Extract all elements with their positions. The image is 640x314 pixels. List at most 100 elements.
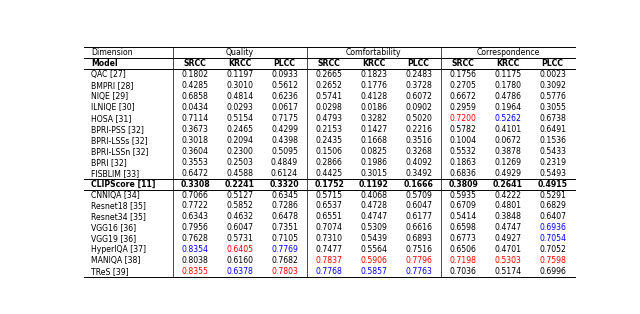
Text: 0.5127: 0.5127 xyxy=(227,191,253,199)
Text: 0.5095: 0.5095 xyxy=(271,147,298,156)
Text: 0.5020: 0.5020 xyxy=(405,114,432,123)
Text: Model: Model xyxy=(91,59,118,68)
Text: 0.5414: 0.5414 xyxy=(450,212,477,221)
Text: 0.6072: 0.6072 xyxy=(405,92,432,101)
Text: 0.7477: 0.7477 xyxy=(316,245,342,254)
Text: 0.7796: 0.7796 xyxy=(405,256,432,265)
Text: 0.4285: 0.4285 xyxy=(182,81,209,90)
Text: 0.1752: 0.1752 xyxy=(314,180,344,189)
Text: 0.2216: 0.2216 xyxy=(405,125,432,134)
Text: 0.3516: 0.3516 xyxy=(405,136,432,145)
Text: VGG19 [36]: VGG19 [36] xyxy=(91,234,136,243)
Text: 0.5852: 0.5852 xyxy=(227,202,253,210)
Text: 0.1986: 0.1986 xyxy=(360,158,387,167)
Text: 0.6047: 0.6047 xyxy=(405,202,432,210)
Text: 0.6236: 0.6236 xyxy=(271,92,298,101)
Text: 0.4299: 0.4299 xyxy=(271,125,298,134)
Text: 0.6160: 0.6160 xyxy=(227,256,253,265)
Text: 0.5776: 0.5776 xyxy=(540,92,566,101)
Text: Dimension: Dimension xyxy=(91,48,132,57)
Text: 0.2300: 0.2300 xyxy=(227,147,253,156)
Text: 0.2641: 0.2641 xyxy=(493,180,523,189)
Text: 0.6829: 0.6829 xyxy=(540,202,566,210)
Text: 0.3728: 0.3728 xyxy=(405,81,432,90)
Text: 0.4786: 0.4786 xyxy=(495,92,522,101)
Text: 0.1823: 0.1823 xyxy=(360,70,387,79)
Text: Comfortability: Comfortability xyxy=(346,48,402,57)
Text: 0.5782: 0.5782 xyxy=(450,125,477,134)
Text: 0.4092: 0.4092 xyxy=(405,158,432,167)
Text: 0.1175: 0.1175 xyxy=(495,70,522,79)
Text: 0.1964: 0.1964 xyxy=(495,103,522,112)
Text: 0.0023: 0.0023 xyxy=(540,70,566,79)
Text: 0.4728: 0.4728 xyxy=(360,202,387,210)
Text: 0.1004: 0.1004 xyxy=(450,136,477,145)
Text: 0.6709: 0.6709 xyxy=(450,202,477,210)
Text: 0.1780: 0.1780 xyxy=(495,81,522,90)
Text: 0.5174: 0.5174 xyxy=(495,267,522,276)
Text: 0.2705: 0.2705 xyxy=(450,81,477,90)
Text: 0.3878: 0.3878 xyxy=(495,147,522,156)
Text: 0.4632: 0.4632 xyxy=(227,212,253,221)
Text: 0.0617: 0.0617 xyxy=(271,103,298,112)
Text: 0.3015: 0.3015 xyxy=(360,169,387,178)
Text: 0.6836: 0.6836 xyxy=(450,169,477,178)
Text: 0.5291: 0.5291 xyxy=(539,191,566,199)
Text: 0.4915: 0.4915 xyxy=(538,180,568,189)
Text: 0.4588: 0.4588 xyxy=(227,169,253,178)
Text: 0.6345: 0.6345 xyxy=(271,191,298,199)
Text: SRCC: SRCC xyxy=(184,59,207,68)
Text: 0.3553: 0.3553 xyxy=(182,158,209,167)
Text: 0.8354: 0.8354 xyxy=(182,245,209,254)
Text: 0.6893: 0.6893 xyxy=(405,234,432,243)
Text: 0.4425: 0.4425 xyxy=(316,169,343,178)
Text: MANIQA [38]: MANIQA [38] xyxy=(91,256,140,265)
Text: 0.0293: 0.0293 xyxy=(227,103,253,112)
Text: 0.4747: 0.4747 xyxy=(495,223,522,232)
Text: 0.7351: 0.7351 xyxy=(271,223,298,232)
Text: 0.3018: 0.3018 xyxy=(182,136,209,145)
Text: 0.5493: 0.5493 xyxy=(539,169,566,178)
Text: KRCC: KRCC xyxy=(228,59,252,68)
Text: 0.4747: 0.4747 xyxy=(360,212,387,221)
Text: SRCC: SRCC xyxy=(452,59,475,68)
Text: 0.7036: 0.7036 xyxy=(450,267,477,276)
Text: 0.4814: 0.4814 xyxy=(226,92,253,101)
Text: 0.5731: 0.5731 xyxy=(227,234,253,243)
Text: 0.4398: 0.4398 xyxy=(271,136,298,145)
Text: Correspondence: Correspondence xyxy=(476,48,540,57)
Text: 0.0933: 0.0933 xyxy=(271,70,298,79)
Text: 0.7054: 0.7054 xyxy=(539,234,566,243)
Text: 0.5564: 0.5564 xyxy=(360,245,387,254)
Text: 0.1506: 0.1506 xyxy=(316,147,342,156)
Text: 0.1536: 0.1536 xyxy=(539,136,566,145)
Text: 0.3848: 0.3848 xyxy=(495,212,522,221)
Text: 0.7516: 0.7516 xyxy=(405,245,432,254)
Text: 0.6773: 0.6773 xyxy=(450,234,477,243)
Text: 0.6537: 0.6537 xyxy=(316,202,342,210)
Text: Resnet34 [35]: Resnet34 [35] xyxy=(91,212,146,221)
Text: 0.4101: 0.4101 xyxy=(494,125,522,134)
Text: 0.1756: 0.1756 xyxy=(450,70,477,79)
Text: 0.1197: 0.1197 xyxy=(227,70,253,79)
Text: Resnet18 [35]: Resnet18 [35] xyxy=(91,202,146,210)
Text: 0.7114: 0.7114 xyxy=(182,114,209,123)
Text: 0.5439: 0.5439 xyxy=(360,234,387,243)
Text: 0.6996: 0.6996 xyxy=(540,267,566,276)
Text: 0.2652: 0.2652 xyxy=(316,81,342,90)
Text: 0.1427: 0.1427 xyxy=(360,125,387,134)
Text: 0.6405: 0.6405 xyxy=(227,245,253,254)
Text: 0.5612: 0.5612 xyxy=(271,81,298,90)
Text: 0.2319: 0.2319 xyxy=(539,158,566,167)
Text: 0.7769: 0.7769 xyxy=(271,245,298,254)
Text: 0.1666: 0.1666 xyxy=(404,180,433,189)
Text: 0.5532: 0.5532 xyxy=(450,147,477,156)
Text: PLCC: PLCC xyxy=(541,59,564,68)
Text: 0.3673: 0.3673 xyxy=(182,125,209,134)
Text: 0.7066: 0.7066 xyxy=(182,191,209,199)
Text: 0.2503: 0.2503 xyxy=(227,158,253,167)
Text: 0.6343: 0.6343 xyxy=(182,212,209,221)
Text: KRCC: KRCC xyxy=(497,59,520,68)
Text: 0.7310: 0.7310 xyxy=(316,234,342,243)
Text: BPRI [32]: BPRI [32] xyxy=(91,158,127,167)
